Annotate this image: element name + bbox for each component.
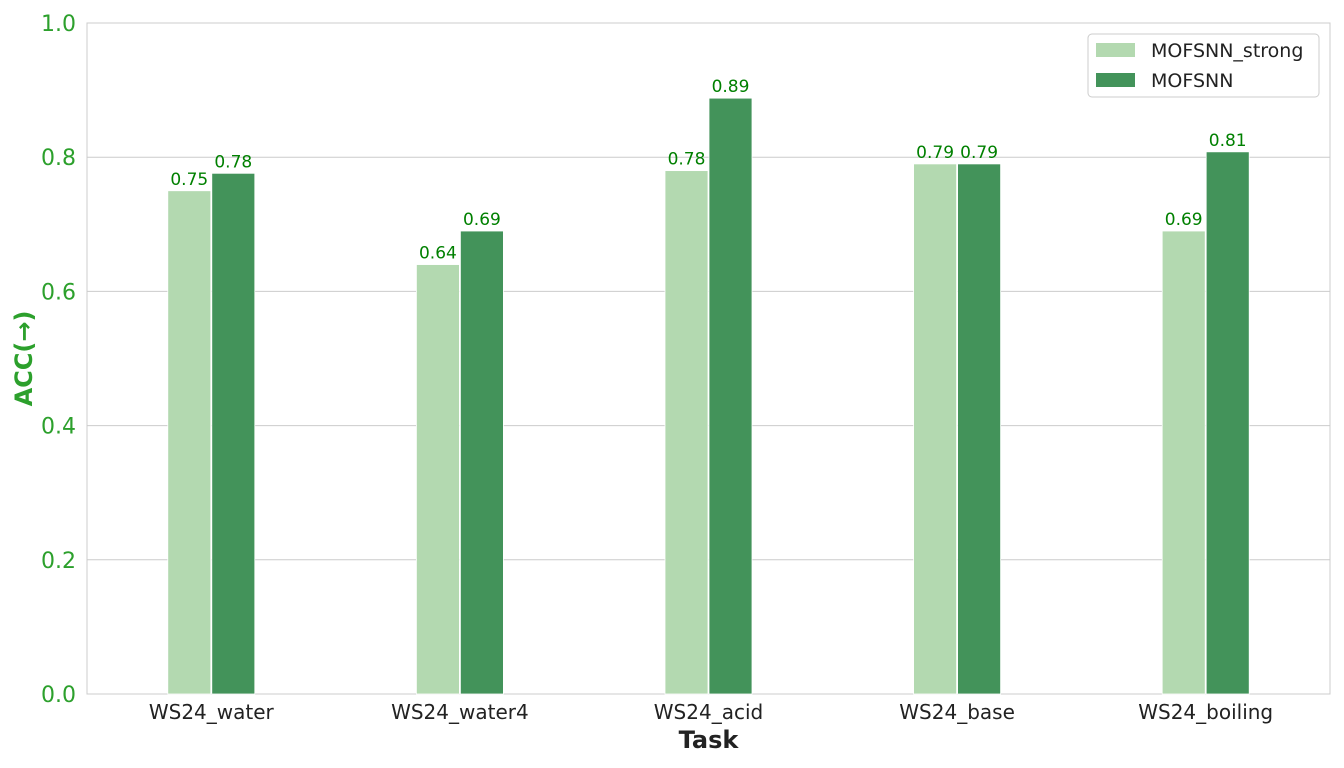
data-labels: 0.75 0.78 0.64 0.69 0.78 0.89 0.79 0.79 0.69 0.81 xyxy=(170,77,1246,263)
data-label: 0.78 xyxy=(214,152,252,172)
data-label: 0.69 xyxy=(463,210,501,230)
bar-mofsnn-ws24-boiling[interactable] xyxy=(1205,151,1250,695)
plot-frame xyxy=(86,22,1331,695)
legend[interactable]: MOFSNN_strong MOFSNN xyxy=(1087,33,1320,98)
legend-swatch xyxy=(1096,73,1135,87)
plot-border xyxy=(86,22,1331,695)
x-tick-label: WS24_water xyxy=(149,700,275,724)
data-label: 0.64 xyxy=(419,244,457,264)
data-label: 0.79 xyxy=(960,143,998,163)
legend-swatch xyxy=(1096,43,1135,57)
bars xyxy=(167,97,1250,695)
x-tick-label: WS24_base xyxy=(899,700,1015,724)
y-tick-label: 0.2 xyxy=(41,549,76,574)
data-label: 0.81 xyxy=(1209,131,1247,151)
bar-mofsnn-strong-ws24-water[interactable] xyxy=(167,190,212,695)
x-tick-label: WS24_acid xyxy=(654,700,763,724)
bar-mofsnn-ws24-base[interactable] xyxy=(957,163,1001,695)
legend-entry[interactable]: MOFSNN xyxy=(1151,70,1233,92)
y-tick-label: 0.8 xyxy=(41,146,76,171)
bar-mofsnn-strong-ws24-boiling[interactable] xyxy=(1161,230,1206,695)
y-tick-label: 0.0 xyxy=(41,683,76,708)
y-axis-label: ACC(→) xyxy=(10,311,38,407)
x-tick-label: WS24_water4 xyxy=(391,700,529,724)
data-label: 0.79 xyxy=(916,143,954,163)
bar-mofsnn-ws24-water4[interactable] xyxy=(459,230,504,695)
y-tick-label: 0.6 xyxy=(41,280,76,305)
data-label: 0.89 xyxy=(712,77,750,97)
legend-box xyxy=(1087,33,1320,98)
x-axis-ticks: WS24_water WS24_water4 WS24_acid WS24_base W… xyxy=(149,700,1273,724)
bar-mofsnn-ws24-acid[interactable] xyxy=(708,97,753,695)
bar-mofsnn-ws24-water[interactable] xyxy=(211,172,256,695)
y-tick-label: 0.4 xyxy=(41,415,76,440)
legend-entry[interactable]: MOFSNN_strong xyxy=(1151,40,1303,62)
bar-mofsnn-strong-ws24-acid[interactable] xyxy=(664,170,709,695)
y-tick-label: 1.0 xyxy=(41,12,76,37)
data-label: 0.69 xyxy=(1165,210,1203,230)
bar-mofsnn-strong-ws24-water4[interactable] xyxy=(415,264,460,695)
bar-mofsnn-strong-ws24-base[interactable] xyxy=(913,163,957,695)
gridlines xyxy=(87,22,1330,695)
data-label: 0.78 xyxy=(668,150,706,170)
x-axis-label: Task xyxy=(679,726,740,754)
data-label: 0.75 xyxy=(170,170,208,190)
y-axis-ticks: 0.0 0.2 0.4 0.6 0.8 1.0 xyxy=(41,12,76,708)
x-tick-label: WS24_boiling xyxy=(1138,700,1273,724)
